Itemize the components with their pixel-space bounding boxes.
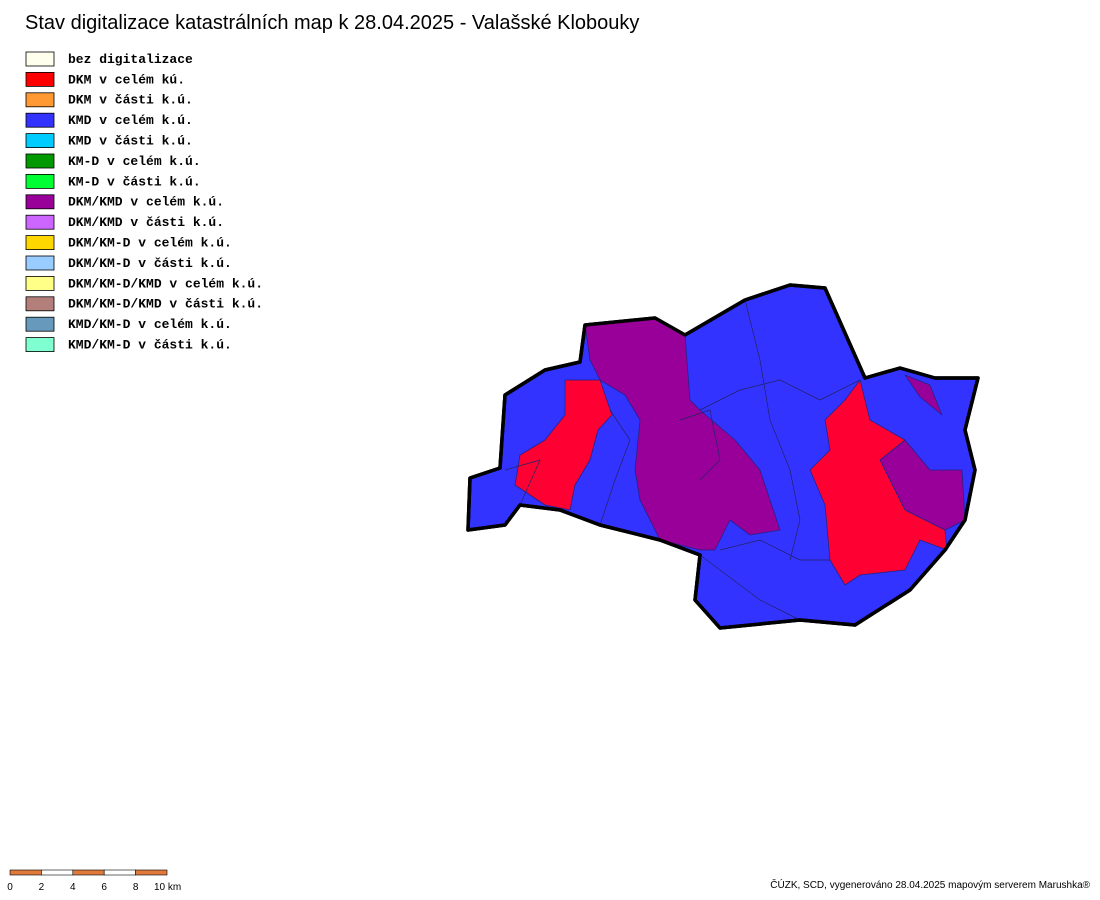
scale-segment <box>41 869 74 876</box>
region-dkm <box>514 379 613 511</box>
scale-label: 4 <box>70 882 76 893</box>
legend-label: KM-D v celém k.ú. <box>68 154 201 169</box>
scale-label: 0 <box>7 882 13 893</box>
legend: bez digitalizace DKM v celém kú. DKM v čás… <box>25 51 263 353</box>
legend-label: DKM/KM-D v části k.ú. <box>68 256 232 271</box>
legend-label: DKM v celém kú. <box>68 72 185 87</box>
legend-swatch <box>25 296 55 312</box>
scale-bar: 0 2 4 6 8 10 km <box>7 869 181 893</box>
legend-label: bez digitalizace <box>68 52 193 67</box>
legend-swatch <box>25 194 55 210</box>
legend-swatch <box>25 235 55 251</box>
cadastral-borders <box>504 299 861 621</box>
scale-label: 6 <box>101 882 107 893</box>
legend-swatch <box>25 112 55 128</box>
legend-label: KMD/KM-D v celém k.ú. <box>68 317 232 332</box>
scale-label: 10 km <box>154 882 181 893</box>
scale-segment <box>72 869 105 876</box>
legend-swatch <box>25 133 55 149</box>
legend-swatch <box>25 72 55 87</box>
legend-swatch <box>25 92 55 108</box>
legend-label: KMD v části k.ú. <box>68 134 193 149</box>
map-title: Stav digitalizace katastrálních map k 28… <box>25 12 639 34</box>
legend-label: DKM/KM-D/KMD v celém k.ú. <box>68 276 263 291</box>
legend-swatch <box>25 255 55 271</box>
legend-swatch <box>25 275 55 291</box>
legend-label: KMD v celém k.ú. <box>68 113 193 128</box>
legend-swatch <box>25 316 55 332</box>
scale-segment <box>135 869 168 876</box>
legend-swatch <box>25 173 55 189</box>
scale-label: 8 <box>133 882 139 893</box>
legend-swatch <box>25 153 55 169</box>
scale-label: 2 <box>39 882 45 893</box>
legend-swatch <box>25 51 55 67</box>
region-dkm-kmd <box>584 317 781 551</box>
credit: ČÚZK, SCD, vygenerováno 28.04.2025 mapov… <box>770 878 1090 891</box>
scale-segment <box>103 869 136 876</box>
legend-swatch <box>25 214 55 230</box>
region-dkm <box>809 379 948 586</box>
legend-label: KMD/KM-D v části k.ú. <box>68 338 232 353</box>
legend-label: KM-D v části k.ú. <box>68 174 201 189</box>
legend-label: DKM/KMD v části k.ú. <box>68 215 224 230</box>
legend-label: DKM/KMD v celém k.ú. <box>68 195 224 210</box>
scale-segment <box>9 869 42 876</box>
legend-label: DKM/KM-D v celém k.ú. <box>68 236 232 251</box>
legend-label: DKM/KM-D/KMD v části k.ú. <box>68 297 263 312</box>
region-dkm-kmd <box>904 374 943 416</box>
legend-label: DKM v části k.ú. <box>68 93 193 108</box>
map <box>466 283 980 630</box>
district-border <box>466 283 980 630</box>
legend-swatch <box>25 337 55 353</box>
